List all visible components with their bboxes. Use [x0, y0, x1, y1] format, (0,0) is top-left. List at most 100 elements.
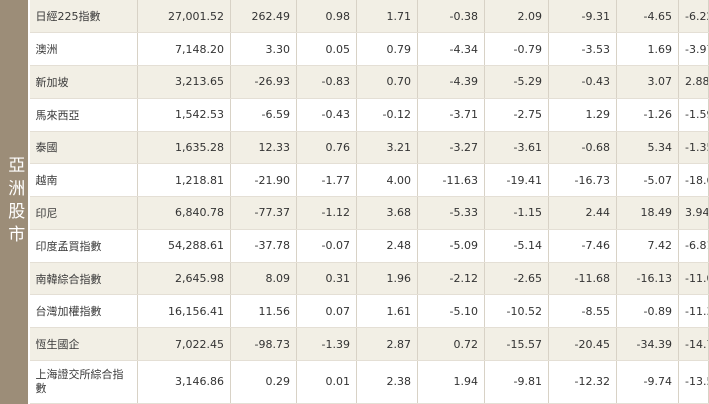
- value-cell: 3.07: [616, 65, 679, 99]
- table-row: 澳洲 7,148.20 3.30 0.05 0.79 -4.34 -0.79 -3.53 1.6…: [29, 32, 709, 67]
- table-row: 泰國 1,635.28 12.33 0.76 3.21 -3.27 -3.61 -0.68 5.…: [29, 131, 709, 165]
- value-cell: 1.69: [616, 32, 679, 67]
- value-cell: 2.87: [356, 327, 418, 361]
- value-cell: 2.09: [484, 0, 549, 34]
- value-cell: -3.61: [484, 131, 549, 165]
- value-cell: -6.59: [230, 98, 297, 132]
- value-cell: 0.29: [230, 360, 297, 404]
- table-row: 馬來西亞 1,542.53 -6.59 -0.43 -0.12 -3.71 -2.75 1.2…: [29, 98, 709, 132]
- value-cell: 11.56: [230, 294, 297, 329]
- value-cell: -6.81: [678, 229, 709, 263]
- table-row: 恆生國企 7,022.45 -98.73 -1.39 2.87 0.72 -15.57 -20…: [29, 327, 709, 361]
- value-cell: 0.07: [296, 294, 357, 329]
- value-cell: -5.33: [417, 196, 485, 230]
- value-cell: 1,542.53: [137, 98, 231, 132]
- value-cell: -34.39: [616, 327, 679, 361]
- value-cell: 2.38: [356, 360, 418, 404]
- value-cell: 0.79: [356, 32, 418, 67]
- value-cell: 7.42: [616, 229, 679, 263]
- value-cell: -4.34: [417, 32, 485, 67]
- value-cell: 1.29: [548, 98, 617, 132]
- value-cell: -9.31: [548, 0, 617, 34]
- market-name: 台灣加權指數: [29, 294, 138, 329]
- section-label: 亞洲股市: [4, 156, 25, 248]
- value-cell: 3,146.86: [137, 360, 231, 404]
- market-name: 上海證交所綜合指數: [29, 360, 138, 404]
- value-cell: -7.46: [548, 229, 617, 263]
- value-cell: 27,001.52: [137, 0, 231, 34]
- value-cell: -14.74: [678, 327, 709, 361]
- value-cell: 0.70: [356, 65, 418, 99]
- value-cell: -2.12: [417, 262, 485, 296]
- value-cell: 2,645.98: [137, 262, 231, 296]
- market-name: 泰國: [29, 131, 138, 165]
- market-name: 印尼: [29, 196, 138, 230]
- value-cell: 16,156.41: [137, 294, 231, 329]
- value-cell: -11.09: [678, 262, 709, 296]
- asia-markets-table: 日經225指數 27,001.52 262.49 0.98 1.71 -0.38 2.09-…: [29, 0, 709, 404]
- value-cell: 0.98: [296, 0, 357, 34]
- value-cell: 2.44: [548, 196, 617, 230]
- value-cell: -5.29: [484, 65, 549, 99]
- value-cell: 2.88: [678, 65, 709, 99]
- value-cell: -0.07: [296, 229, 357, 263]
- value-cell: -3.53: [548, 32, 617, 67]
- value-cell: -10.52: [484, 294, 549, 329]
- value-cell: 5.34: [616, 131, 679, 165]
- value-cell: -77.37: [230, 196, 297, 230]
- value-cell: -6.22: [678, 0, 709, 34]
- value-cell: -26.93: [230, 65, 297, 99]
- value-cell: 1.94: [417, 360, 485, 404]
- value-cell: -8.55: [548, 294, 617, 329]
- value-cell: 262.49: [230, 0, 297, 34]
- value-cell: -2.65: [484, 262, 549, 296]
- value-cell: 54,288.61: [137, 229, 231, 263]
- table-row: 越南 1,218.81 -21.90 -1.77 4.00 -11.63 -19.41 -16…: [29, 163, 709, 198]
- value-cell: -11.63: [417, 163, 485, 198]
- value-cell: 0.72: [417, 327, 485, 361]
- market-name: 恆生國企: [29, 327, 138, 361]
- value-cell: 1,635.28: [137, 131, 231, 165]
- value-cell: 3.68: [356, 196, 418, 230]
- value-cell: -4.65: [616, 0, 679, 34]
- value-cell: -11.68: [548, 262, 617, 296]
- market-name: 南韓綜合指數: [29, 262, 138, 296]
- value-cell: -15.57: [484, 327, 549, 361]
- value-cell: 1.61: [356, 294, 418, 329]
- table-row: 印尼 6,840.78 -77.37 -1.12 3.68 -5.33 -1.15 2.44 1…: [29, 196, 709, 230]
- table-row: 南韓綜合指數 2,645.98 8.09 0.31 1.96 -2.12 -2.65 -11.…: [29, 262, 709, 296]
- value-cell: -5.14: [484, 229, 549, 263]
- value-cell: -1.12: [296, 196, 357, 230]
- value-cell: -0.43: [548, 65, 617, 99]
- value-cell: -1.15: [484, 196, 549, 230]
- value-cell: 7,148.20: [137, 32, 231, 67]
- value-cell: 0.05: [296, 32, 357, 67]
- table-row: 台灣加權指數 16,156.41 11.56 0.07 1.61 -5.10 -10.52-…: [29, 294, 709, 329]
- value-cell: -19.41: [484, 163, 549, 198]
- value-cell: 2.48: [356, 229, 418, 263]
- value-cell: -3.97: [678, 32, 709, 67]
- value-cell: -5.07: [616, 163, 679, 198]
- value-cell: 1.96: [356, 262, 418, 296]
- value-cell: -21.90: [230, 163, 297, 198]
- value-cell: -0.68: [548, 131, 617, 165]
- value-cell: -4.39: [417, 65, 485, 99]
- value-cell: -0.79: [484, 32, 549, 67]
- value-cell: 0.31: [296, 262, 357, 296]
- value-cell: -1.39: [296, 327, 357, 361]
- value-cell: 18.49: [616, 196, 679, 230]
- market-name: 日經225指數: [29, 0, 138, 34]
- value-cell: -0.43: [296, 98, 357, 132]
- value-cell: -11.32: [678, 294, 709, 329]
- table-row: 日經225指數 27,001.52 262.49 0.98 1.71 -0.38 2.09-…: [29, 0, 709, 34]
- value-cell: -13.54: [678, 360, 709, 404]
- value-cell: -1.59: [678, 98, 709, 132]
- value-cell: 6,840.78: [137, 196, 231, 230]
- value-cell: -20.45: [548, 327, 617, 361]
- value-cell: -98.73: [230, 327, 297, 361]
- value-cell: -16.13: [616, 262, 679, 296]
- value-cell: -9.74: [616, 360, 679, 404]
- value-cell: 3.94: [678, 196, 709, 230]
- value-cell: -5.09: [417, 229, 485, 263]
